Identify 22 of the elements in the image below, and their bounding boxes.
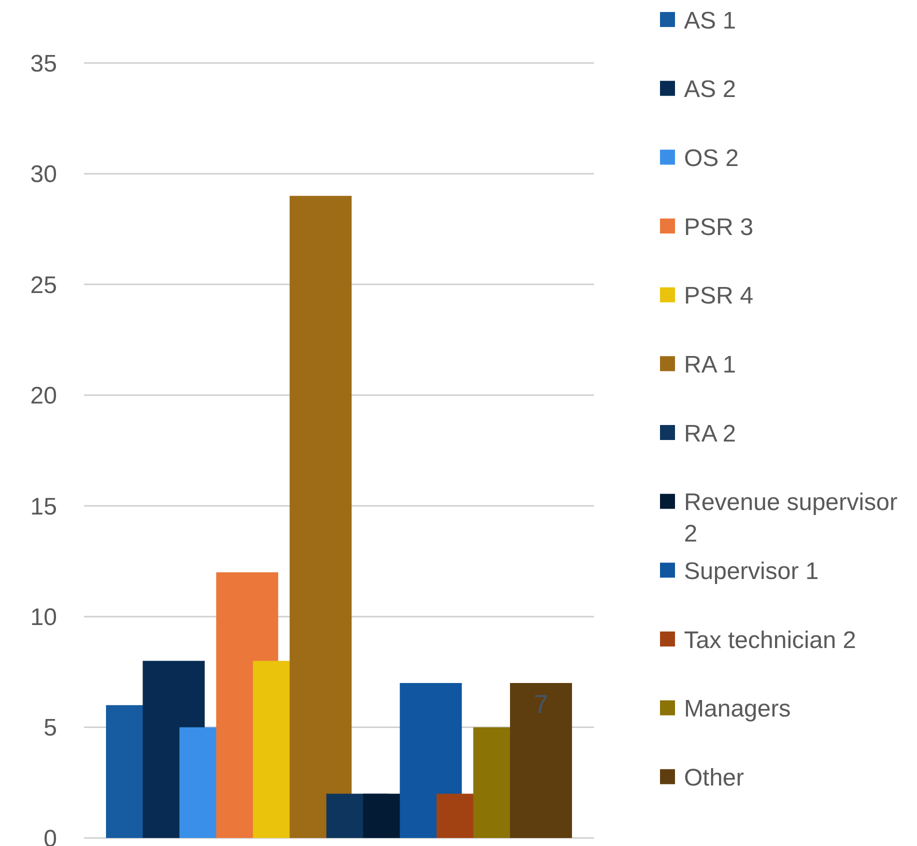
y-tick-label: 5 bbox=[44, 714, 57, 742]
y-tick-label: 20 bbox=[30, 382, 57, 410]
y-tick-label: 25 bbox=[30, 272, 57, 299]
legend-label: AS 2 bbox=[684, 76, 736, 104]
data-label: 7 bbox=[534, 689, 548, 719]
legend-label: PSR 4 bbox=[684, 282, 754, 310]
y-tick-label: 10 bbox=[30, 604, 57, 631]
legend-label: Tax technician 2 bbox=[684, 626, 856, 654]
legend-label: Other bbox=[684, 764, 744, 792]
bar bbox=[510, 683, 572, 838]
bar bbox=[290, 196, 352, 838]
legend-label: AS 1 bbox=[684, 7, 736, 34]
legend-label: OS 2 bbox=[684, 145, 739, 172]
legend-label: RA 2 bbox=[684, 420, 736, 448]
legend-label: Revenue supervisor 2 bbox=[684, 489, 898, 548]
legend-label: Managers bbox=[684, 696, 791, 723]
legend-label: PSR 3 bbox=[684, 214, 754, 241]
legend-label: RA 1 bbox=[684, 352, 736, 379]
y-tick-label: 15 bbox=[30, 493, 57, 520]
y-tick-label: 30 bbox=[30, 161, 57, 188]
y-tick-label: 35 bbox=[30, 50, 57, 78]
legend-label: Supervisor 1 bbox=[684, 558, 819, 586]
